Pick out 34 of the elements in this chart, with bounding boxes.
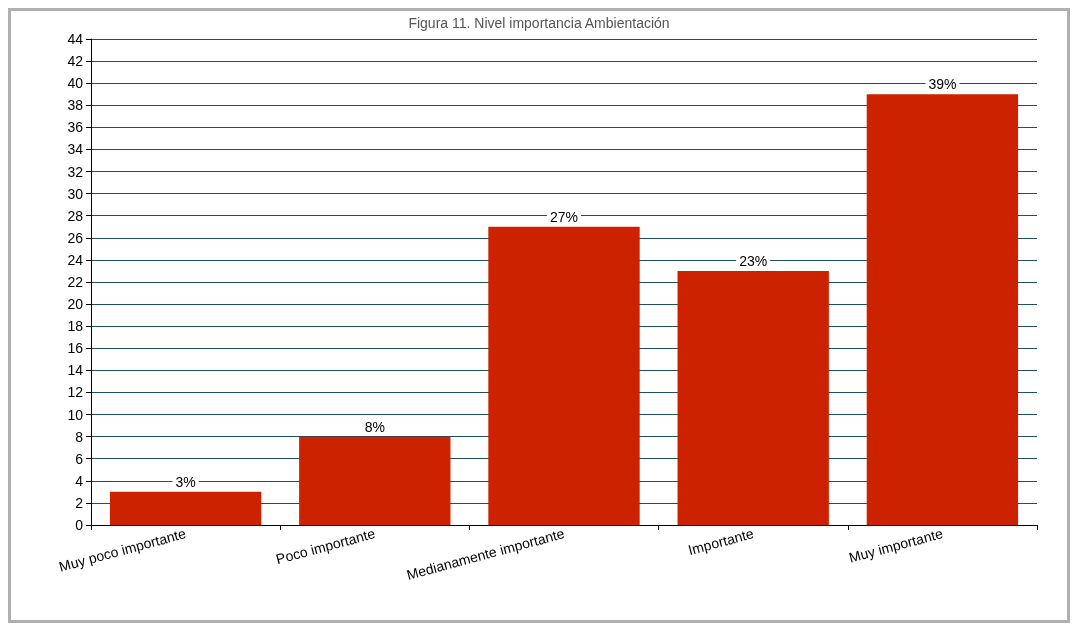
- y-tick-label: 12: [67, 384, 84, 401]
- y-tick-label: 14: [67, 362, 84, 379]
- bar: [866, 94, 1019, 525]
- y-tick-label: 0: [75, 517, 84, 533]
- y-tick-label: 26: [67, 229, 84, 246]
- y-tick-label: 30: [67, 185, 84, 202]
- y-tick-label: 10: [67, 406, 84, 423]
- y-tick-label: 4: [75, 472, 84, 489]
- y-tick-label: 20: [67, 296, 84, 313]
- bar: [109, 491, 262, 525]
- y-tick-label: 22: [67, 274, 84, 290]
- bar: [299, 436, 451, 525]
- y-tick-label: 18: [67, 318, 84, 335]
- y-tick-label: 34: [67, 141, 84, 158]
- data-label: 3%: [175, 473, 196, 490]
- data-label: 8%: [364, 418, 385, 435]
- y-tick-label: 36: [67, 119, 84, 136]
- y-tick-label: 38: [67, 97, 84, 114]
- data-label: 39%: [928, 76, 957, 93]
- data-label: 27%: [549, 208, 579, 225]
- bar: [677, 270, 829, 525]
- y-tick-label: 44: [67, 31, 84, 47]
- y-tick-label: 16: [67, 340, 84, 357]
- chart-title: Figura 11. Nivel importancia Ambientación: [408, 15, 670, 31]
- y-tick-label: 32: [67, 163, 84, 180]
- y-tick-label: 24: [67, 251, 84, 268]
- y-tick-label: 28: [67, 207, 84, 224]
- y-tick-label: 42: [67, 53, 84, 70]
- y-tick-label: 40: [67, 75, 84, 92]
- bar: [488, 226, 640, 525]
- y-tick-label: 8: [75, 428, 84, 445]
- data-label: 23%: [739, 252, 768, 269]
- y-tick-label: 2: [75, 494, 84, 511]
- y-tick-label: 6: [75, 450, 84, 467]
